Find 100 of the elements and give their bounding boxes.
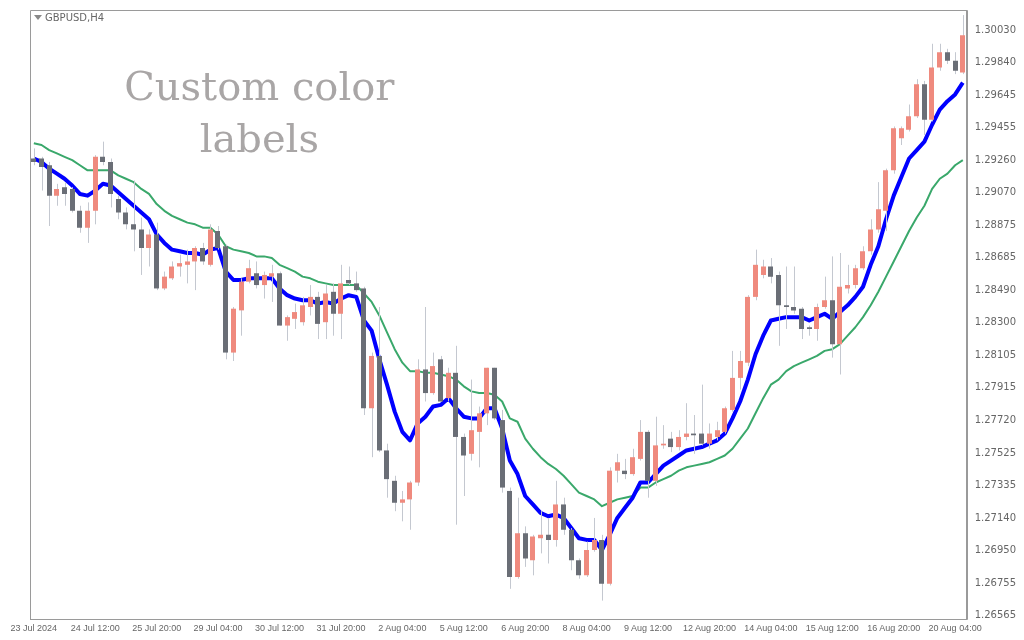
candlestick bbox=[953, 51, 958, 75]
candlestick bbox=[906, 104, 911, 132]
candlestick bbox=[407, 480, 412, 531]
candlestick bbox=[54, 183, 59, 207]
x-tick-label: 31 Jul 20:00 bbox=[316, 623, 366, 634]
candlestick bbox=[262, 271, 267, 300]
candlestick bbox=[576, 557, 581, 580]
y-tick-label: 1.29455 bbox=[974, 120, 1017, 132]
y-tick-label: 1.28300 bbox=[974, 315, 1017, 327]
x-tick-label: 20 Aug 04:00 bbox=[928, 623, 982, 634]
candlestick bbox=[139, 217, 144, 276]
chart-title: GBPUSD,H4 bbox=[45, 12, 105, 23]
candlestick bbox=[699, 384, 704, 446]
candlestick bbox=[39, 156, 44, 192]
x-tick-label: 5 Aug 12:00 bbox=[439, 623, 488, 634]
x-tick-label: 6 Aug 20:00 bbox=[501, 623, 550, 634]
x-tick-label: 8 Aug 04:00 bbox=[562, 623, 611, 634]
candlestick bbox=[615, 453, 620, 484]
candlestick bbox=[423, 306, 428, 403]
y-tick-label: 1.27915 bbox=[974, 380, 1017, 392]
candlestick bbox=[77, 205, 82, 234]
y-tick-label: 1.29840 bbox=[974, 55, 1017, 67]
candlestick bbox=[200, 242, 205, 266]
candlestick bbox=[707, 422, 712, 450]
x-tick-label: 15 Aug 12:00 bbox=[805, 623, 859, 634]
candlestick bbox=[592, 517, 597, 553]
y-tick-label: 1.27720 bbox=[974, 413, 1017, 425]
candlestick bbox=[185, 249, 190, 284]
candlestick bbox=[70, 186, 75, 213]
candlestick bbox=[85, 201, 90, 244]
candlestick bbox=[530, 534, 535, 576]
candlestick bbox=[814, 303, 819, 342]
y-tick-label: 1.26755 bbox=[974, 576, 1017, 588]
candlestick bbox=[761, 259, 766, 279]
y-tick-label: 1.26565 bbox=[974, 608, 1017, 620]
candlestick bbox=[254, 260, 259, 289]
candlestick bbox=[123, 206, 128, 230]
candlestick bbox=[100, 141, 105, 166]
candlestick bbox=[392, 475, 397, 512]
candlestick bbox=[868, 218, 873, 256]
candlestick bbox=[331, 282, 336, 337]
candlestick bbox=[738, 350, 743, 391]
candlestick bbox=[676, 429, 681, 451]
candlestick bbox=[937, 43, 942, 72]
candlestick bbox=[722, 406, 727, 435]
candlestick bbox=[715, 421, 720, 441]
candlestick bbox=[876, 181, 881, 234]
y-tick-label: 1.27335 bbox=[974, 478, 1017, 490]
candlestick bbox=[192, 245, 197, 291]
y-tick-label: 1.28875 bbox=[974, 218, 1017, 230]
y-tick-label: 1.29260 bbox=[974, 153, 1017, 165]
candlestick bbox=[146, 228, 151, 268]
candlestick bbox=[546, 517, 551, 565]
candlestick bbox=[169, 260, 174, 281]
candlestick bbox=[62, 181, 67, 207]
candlestick bbox=[131, 179, 136, 252]
x-tick-label: 14 Aug 04:00 bbox=[744, 623, 798, 634]
candlestick bbox=[822, 276, 827, 310]
x-tick-label: 30 Jul 12:00 bbox=[254, 623, 305, 634]
candlestick bbox=[630, 448, 635, 477]
candlestick bbox=[177, 254, 182, 278]
y-tick-label: 1.30030 bbox=[974, 23, 1017, 35]
x-tick-label: 23 Jul 2024 bbox=[10, 623, 58, 634]
x-tick-label: 12 Aug 20:00 bbox=[682, 623, 736, 634]
candlestick bbox=[285, 314, 290, 342]
candlestick bbox=[269, 264, 274, 303]
x-tick-label: 9 Aug 12:00 bbox=[624, 623, 673, 634]
candlestick bbox=[116, 195, 121, 220]
candlestick bbox=[784, 266, 789, 330]
x-tick-label: 2 Aug 04:00 bbox=[378, 623, 427, 634]
x-tick-label: 25 Jul 20:00 bbox=[132, 623, 182, 634]
candlestick bbox=[860, 245, 865, 271]
candlestick bbox=[768, 257, 773, 284]
candlestick bbox=[162, 271, 167, 291]
candlestick bbox=[469, 379, 474, 462]
y-tick-label: 1.26950 bbox=[974, 543, 1017, 555]
y-tick-label: 1.27525 bbox=[974, 446, 1017, 458]
candlestick bbox=[246, 259, 251, 284]
candlestick bbox=[400, 490, 405, 522]
y-tick-label: 1.29645 bbox=[974, 88, 1017, 100]
annotation: Custom color labels bbox=[123, 62, 396, 163]
x-tick-label: 29 Jul 04:00 bbox=[193, 623, 243, 634]
x-tick-label: 24 Jul 12:00 bbox=[70, 623, 120, 634]
candlestick bbox=[668, 431, 673, 453]
candlestick bbox=[477, 406, 482, 468]
y-tick-label: 1.27140 bbox=[974, 511, 1017, 523]
candlestick bbox=[215, 225, 220, 251]
candlestick bbox=[799, 306, 804, 340]
candlestick bbox=[292, 303, 297, 330]
candlestick bbox=[899, 125, 904, 146]
y-tick-label: 1.28685 bbox=[974, 250, 1017, 262]
y-tick-label: 1.28105 bbox=[974, 348, 1017, 360]
y-tick-label: 1.29070 bbox=[974, 185, 1017, 197]
candlestick bbox=[308, 284, 313, 316]
candlestick bbox=[853, 264, 858, 289]
candlestick bbox=[300, 296, 305, 327]
x-tick-label: 16 Aug 20:00 bbox=[867, 623, 921, 634]
candlestick bbox=[354, 271, 359, 293]
candlestick bbox=[461, 433, 466, 497]
y-tick-label: 1.28490 bbox=[974, 283, 1017, 295]
